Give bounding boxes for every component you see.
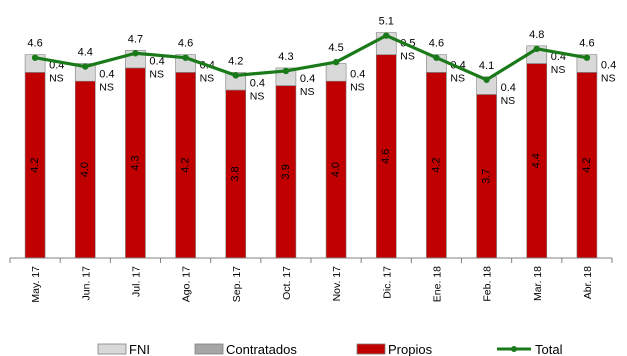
- legend-total-marker: [511, 346, 517, 352]
- total-value-label: 4.7: [128, 33, 143, 45]
- contratados-value-label: NS: [450, 73, 465, 85]
- contratados-value-label: NS: [49, 73, 64, 85]
- contratados-value-label: NS: [149, 68, 164, 80]
- contratados-value-label: NS: [551, 64, 566, 76]
- x-tick-label: Dic. 17: [381, 266, 393, 299]
- total-value-label: 4.1: [479, 60, 494, 72]
- total-point: [332, 58, 340, 66]
- propios-value-label: 3.7: [480, 169, 492, 184]
- fni-value-label: 0.4: [350, 69, 365, 81]
- contratados-value-label: NS: [99, 82, 114, 94]
- legend-propios-label: Propios: [388, 342, 433, 356]
- fni-value-label: 0.4: [300, 73, 315, 85]
- legend-contratados-swatch: [194, 343, 224, 355]
- propios-value-label: 4.2: [581, 158, 593, 173]
- x-tick-label: Feb. 18: [482, 266, 494, 302]
- total-value-label: 4.5: [328, 42, 343, 54]
- total-point: [232, 72, 239, 79]
- propios-value-label: 4.3: [129, 155, 141, 170]
- bar-fni: [325, 63, 347, 82]
- legend-contratados-label: Contratados: [226, 342, 297, 356]
- fni-value-label: 0.4: [250, 77, 265, 89]
- x-tick-label: Jun. 17: [80, 266, 92, 301]
- x-tick-label: Nov. 17: [331, 266, 343, 302]
- total-point: [533, 45, 540, 53]
- legend-propios-swatch: [356, 343, 386, 355]
- legend-fni-swatch: [97, 343, 127, 355]
- total-line: [34, 33, 588, 82]
- legend-fni-label: FNI: [129, 342, 150, 356]
- propios-value-label: 4.6: [380, 149, 392, 164]
- total-point: [583, 54, 591, 61]
- contratados-value-label: NS: [400, 51, 415, 63]
- propios-value-label: 3.8: [230, 166, 242, 181]
- total-point: [383, 32, 390, 39]
- legend-total-label: Total: [535, 342, 563, 356]
- propios-value-label: 4.0: [79, 162, 91, 177]
- x-tick-label: Abr. 18: [582, 266, 594, 299]
- contratados-value-label: NS: [250, 90, 265, 102]
- propios-value-label: 3.9: [280, 164, 292, 179]
- x-tick-label: Jul. 17: [130, 266, 142, 297]
- total-value-label: 4.6: [178, 38, 193, 50]
- x-tick-label: May. 17: [30, 266, 42, 303]
- total-point: [82, 63, 89, 70]
- contratados-value-label: NS: [601, 73, 616, 85]
- total-value-label: 4.6: [579, 38, 594, 50]
- fni-value-label: 0.4: [149, 55, 164, 67]
- propios-value-label: 4.2: [179, 158, 191, 173]
- propios-value-label: 4.4: [531, 153, 543, 168]
- total-value-label: 4.6: [27, 38, 42, 50]
- fni-value-label: 0.4: [601, 60, 616, 72]
- fni-value-label: 0.4: [501, 82, 516, 94]
- total-point: [182, 54, 189, 61]
- fni-value-label: 0.4: [99, 69, 114, 81]
- x-tick-label: Ago. 17: [181, 266, 193, 302]
- total-value-label: 4.3: [278, 51, 293, 63]
- total-value-label: 4.4: [78, 47, 93, 59]
- propios-value-label: 4.2: [430, 158, 442, 173]
- x-tick-label: Oct. 17: [281, 266, 293, 300]
- total-point: [132, 50, 139, 57]
- contratados-value-label: NS: [300, 86, 315, 98]
- propios-value-label: 4.0: [330, 162, 342, 177]
- total-value-label: 4.8: [529, 29, 544, 41]
- contratados-value-label: NS: [501, 95, 516, 107]
- total-value-label: 4.6: [429, 38, 444, 50]
- contratados-value-label: NS: [350, 82, 365, 94]
- total-point: [483, 76, 490, 83]
- x-tick-label: Sep. 17: [231, 266, 243, 302]
- contratados-value-label: NS: [200, 73, 215, 85]
- propios-value-label: 4.2: [29, 158, 41, 173]
- total-value-label: 4.2: [228, 55, 243, 67]
- total-point: [282, 67, 290, 75]
- x-tick-label: Ene. 18: [431, 266, 443, 302]
- x-tick-label: Mar. 18: [532, 266, 544, 301]
- total-point: [433, 54, 440, 61]
- total-point: [31, 54, 39, 61]
- total-value-label: 5.1: [379, 16, 394, 28]
